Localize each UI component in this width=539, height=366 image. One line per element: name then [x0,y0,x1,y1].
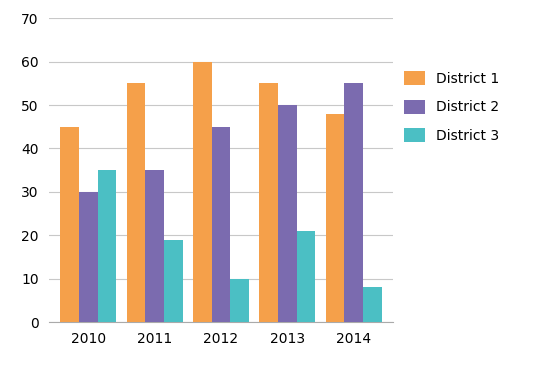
Bar [259,83,278,322]
Bar [296,231,315,322]
Bar [363,287,382,322]
Bar [60,127,79,322]
Bar [146,170,164,322]
Bar [127,83,146,322]
Bar [193,62,212,322]
Legend: District 1, District 2, District 3: District 1, District 2, District 3 [404,71,499,143]
Bar [344,83,363,322]
Bar [230,279,249,322]
Bar [98,170,116,322]
Bar [278,105,296,322]
Bar [212,127,230,322]
Bar [164,240,183,322]
Bar [79,192,98,322]
Bar [326,114,344,322]
